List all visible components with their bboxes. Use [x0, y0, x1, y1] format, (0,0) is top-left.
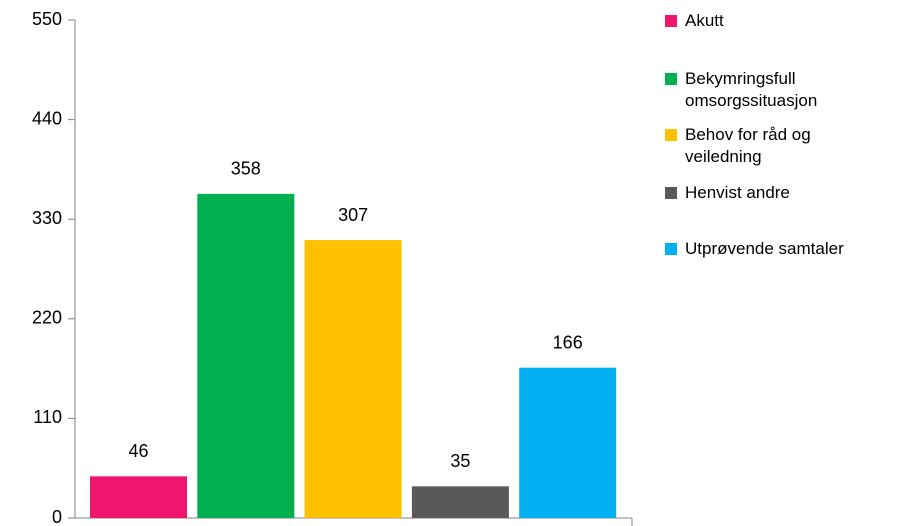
- legend-label: Bekymringsfull omsorgssituasjon: [685, 69, 818, 110]
- value-label: 166: [553, 332, 583, 352]
- bar: [519, 367, 617, 518]
- legend-item: Utprøvende samtaler: [665, 238, 885, 260]
- legend-item: Behov for råd og veiledning: [665, 124, 885, 168]
- legend-swatch: [665, 187, 677, 199]
- value-label: 307: [338, 205, 368, 225]
- bar: [90, 476, 187, 518]
- legend-item: Bekymringsfull omsorgssituasjon: [665, 68, 885, 112]
- bar: [411, 486, 509, 518]
- legend-label: Utprøvende samtaler: [685, 239, 844, 258]
- legend-label: Akutt: [685, 11, 724, 30]
- legend-label: Henvist andre: [685, 183, 790, 202]
- legend-label: Behov for råd og veiledning: [685, 125, 811, 166]
- value-label: 358: [231, 159, 261, 179]
- bar: [304, 240, 402, 518]
- y-tick-label: 220: [32, 308, 62, 328]
- y-tick-label: 0: [52, 507, 62, 526]
- y-tick-label: 440: [32, 108, 62, 128]
- legend-item: Akutt: [665, 10, 885, 32]
- y-tick-label: 550: [32, 9, 62, 29]
- value-label: 46: [128, 441, 148, 461]
- value-label: 35: [450, 451, 470, 471]
- legend-swatch: [665, 129, 677, 141]
- legend-item: Henvist andre: [665, 182, 885, 204]
- legend-swatch: [665, 73, 677, 85]
- bar: [197, 193, 295, 518]
- legend-swatch: [665, 15, 677, 27]
- y-tick-label: 110: [33, 407, 62, 427]
- legend-swatch: [665, 243, 677, 255]
- y-tick-label: 330: [32, 208, 62, 228]
